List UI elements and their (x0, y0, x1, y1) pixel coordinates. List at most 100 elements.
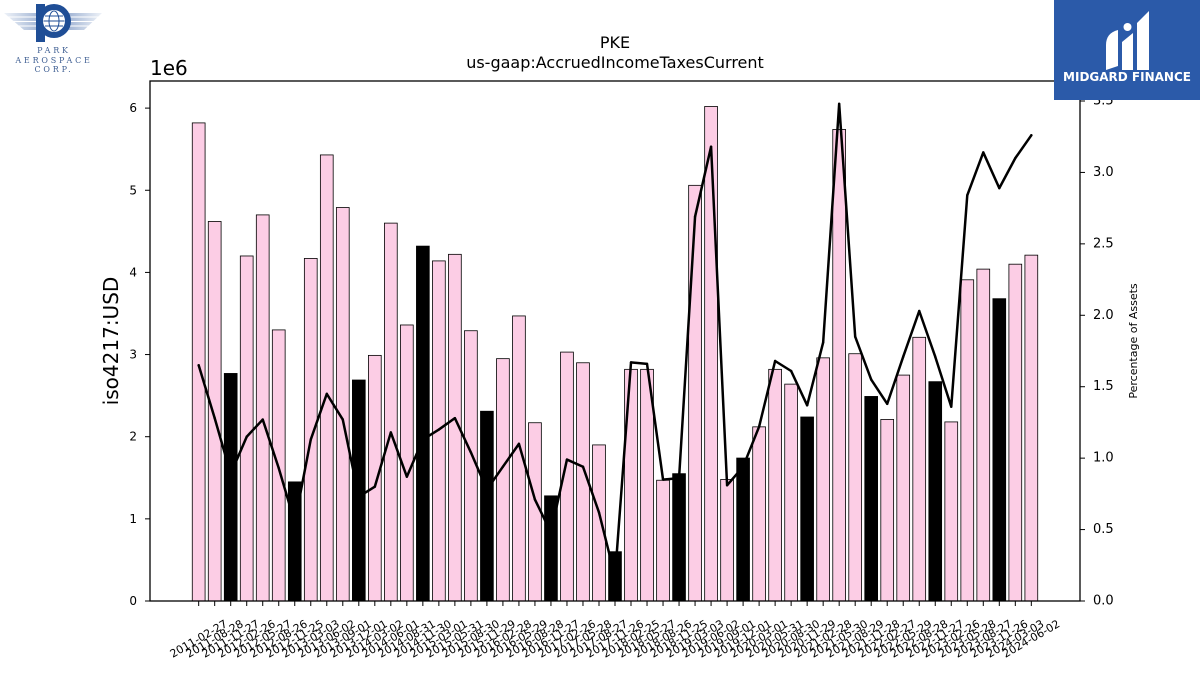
y-tick-label: 1 (129, 512, 137, 526)
bar (255, 214, 270, 602)
line-point (421, 438, 425, 441)
line-point (918, 309, 921, 313)
line-point (629, 361, 633, 364)
line-point (709, 145, 713, 148)
bar (1024, 254, 1039, 602)
bar-dark (992, 298, 1007, 602)
line-point (870, 378, 873, 381)
line-point (597, 511, 601, 514)
bar (335, 207, 350, 602)
y2-tick-label: 1.5 (1093, 379, 1114, 394)
line-point (773, 359, 777, 363)
logo-text-corp: CORP. (34, 65, 73, 74)
bar-dark (736, 457, 750, 602)
bar (752, 426, 766, 602)
line-point (277, 466, 280, 470)
bar-dark (864, 396, 878, 602)
line-series (197, 102, 1033, 578)
bar (496, 358, 510, 602)
line-point (741, 465, 745, 468)
bar (191, 122, 206, 602)
bar (848, 353, 862, 602)
line-point (261, 418, 264, 421)
line-point (853, 335, 857, 338)
globe-lines-icon (43, 10, 65, 32)
logo-text-park: PARK (37, 46, 71, 55)
line-point (405, 475, 409, 478)
line-point (213, 416, 216, 420)
line-point (549, 531, 553, 534)
y-tick-label: 2 (129, 430, 137, 444)
y2-tick-label: 2.5 (1093, 236, 1114, 251)
line-point (805, 404, 809, 407)
bar-dark (480, 410, 494, 602)
line-point (613, 575, 617, 578)
bar-dark (351, 379, 366, 602)
bar (832, 129, 846, 602)
y2-tick-label: 2.0 (1093, 308, 1114, 323)
midgard-mark-icon (1106, 11, 1149, 70)
y-tick-label: 5 (129, 183, 137, 197)
line-point (197, 364, 200, 367)
line-point (789, 369, 793, 373)
line-point (533, 498, 537, 501)
bar (592, 444, 606, 602)
line-point (966, 194, 969, 197)
bar (816, 357, 830, 602)
bar (720, 479, 734, 602)
bar (239, 255, 254, 602)
line-point (389, 431, 393, 434)
line-point (229, 472, 232, 476)
line-point (1030, 134, 1033, 137)
y2-tick-label: 3.0 (1093, 165, 1114, 180)
bar (960, 279, 975, 602)
midgard-finance-logo: MIDGARD FINANCE (1054, 0, 1200, 100)
bar (624, 368, 638, 602)
bar (368, 354, 382, 602)
line-point (565, 458, 569, 461)
line-point (469, 451, 473, 454)
line-point (501, 465, 505, 468)
line-point (309, 438, 312, 441)
x-axis: 2011-02-272011-08-282011-11-272012-02-26… (168, 601, 1062, 661)
midgard-logo-text: MIDGARD FINANCE (1063, 70, 1191, 84)
line-point (886, 402, 889, 406)
bar (656, 479, 670, 602)
bar (784, 383, 798, 602)
line-point (325, 392, 328, 396)
line-point (950, 405, 953, 408)
line-point (982, 151, 985, 154)
bar-dark (800, 416, 814, 602)
bar (528, 422, 542, 602)
y2-tick-label: 1.0 (1093, 451, 1114, 466)
line-point (693, 215, 697, 218)
chart-subtitle: us-gaap:AccruedIncomeTaxesCurrent (466, 53, 764, 72)
line-point (837, 102, 841, 106)
y-tick-label: 4 (129, 265, 137, 279)
line-point (1014, 156, 1017, 160)
line-point (293, 521, 296, 524)
bar (384, 222, 398, 602)
line-point (902, 355, 905, 358)
line-point (821, 341, 825, 344)
line-point (757, 425, 761, 428)
bar (912, 336, 927, 602)
bar-dark (223, 373, 238, 602)
bar (880, 419, 895, 602)
bar (896, 374, 911, 602)
park-aerospace-logo: PARK AEROSPACE CORP. (4, 4, 102, 74)
line-point (645, 362, 649, 366)
line-point (934, 355, 937, 358)
bar (207, 221, 222, 602)
bar (976, 268, 991, 602)
line-point (245, 435, 248, 438)
line-point (485, 488, 489, 491)
line-point (357, 495, 360, 498)
bar-dark (672, 473, 686, 602)
bar-dark (416, 245, 430, 602)
line-point (437, 428, 441, 431)
logo-text-aerospace: AEROSPACE (14, 56, 92, 65)
y-scale-offset-label: 1e6 (150, 56, 188, 80)
y2-tick-label: 0.5 (1093, 522, 1114, 537)
line-point (725, 484, 729, 487)
